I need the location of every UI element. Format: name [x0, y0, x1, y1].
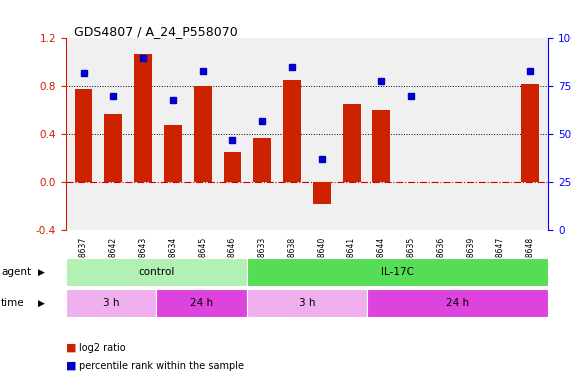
- Text: 24 h: 24 h: [446, 298, 469, 308]
- Text: time: time: [1, 298, 25, 308]
- Text: agent: agent: [1, 267, 31, 277]
- Bar: [313, 182, 331, 204]
- Text: ▶: ▶: [38, 298, 45, 308]
- Bar: [223, 152, 242, 182]
- Text: ▶: ▶: [38, 268, 45, 277]
- Text: ■: ■: [66, 361, 76, 371]
- Text: GDS4807 / A_24_P558070: GDS4807 / A_24_P558070: [74, 25, 238, 38]
- Bar: [194, 86, 212, 182]
- Text: 24 h: 24 h: [190, 298, 213, 308]
- Text: percentile rank within the sample: percentile rank within the sample: [79, 361, 244, 371]
- Bar: [283, 80, 301, 182]
- Bar: [521, 84, 539, 182]
- Bar: [254, 138, 271, 182]
- Bar: [164, 125, 182, 182]
- Text: 3 h: 3 h: [299, 298, 315, 308]
- Bar: [372, 111, 391, 182]
- Text: log2 ratio: log2 ratio: [79, 343, 126, 353]
- Bar: [75, 89, 93, 182]
- Text: ■: ■: [66, 343, 76, 353]
- Text: 3 h: 3 h: [103, 298, 119, 308]
- Bar: [134, 54, 152, 182]
- Text: control: control: [138, 267, 174, 277]
- Bar: [343, 104, 360, 182]
- Text: IL-17C: IL-17C: [381, 267, 414, 277]
- Bar: [104, 114, 122, 182]
